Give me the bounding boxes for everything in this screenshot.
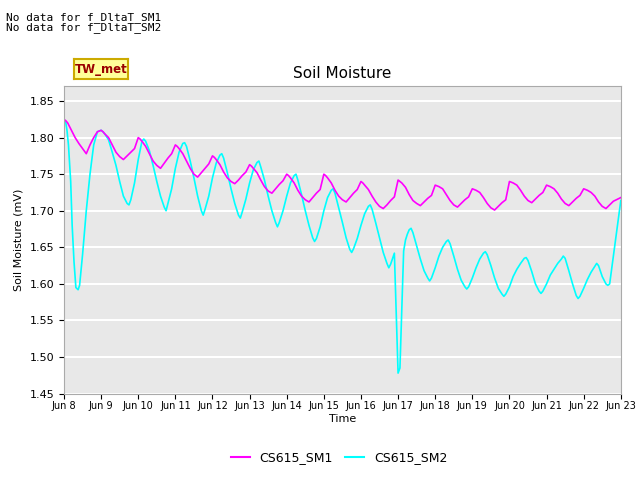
Legend: CS615_SM1, CS615_SM2: CS615_SM1, CS615_SM2 [226, 446, 452, 469]
CS615_SM1 [205, 161, 212, 167]
CS615_SM2 [310, 239, 318, 244]
CS615_SM2 [242, 196, 250, 202]
Text: No data for f_DltaT_SM1: No data for f_DltaT_SM1 [6, 12, 162, 23]
CS615_SM2 [63, 127, 71, 133]
CS615_SM1 [516, 187, 524, 193]
CS615_SM1 [60, 117, 68, 122]
CS615_SM1 [491, 207, 499, 213]
CS615_SM1 [547, 184, 554, 190]
Text: TW_met: TW_met [74, 62, 127, 76]
Title: Soil Moisture: Soil Moisture [293, 66, 392, 81]
CS615_SM1 [253, 170, 261, 176]
CS615_SM1 [588, 190, 595, 195]
CS615_SM2 [604, 282, 612, 288]
Line: CS615_SM1: CS615_SM1 [64, 120, 621, 210]
CS615_SM2 [272, 219, 280, 225]
Text: No data for f_DltaT_SM2: No data for f_DltaT_SM2 [6, 22, 162, 33]
Y-axis label: Soil Moisture (mV): Soil Moisture (mV) [14, 189, 24, 291]
CS615_SM2 [598, 274, 606, 279]
CS615_SM2 [60, 117, 68, 122]
Line: CS615_SM2: CS615_SM2 [64, 120, 621, 373]
CS615_SM2 [394, 370, 402, 376]
CS615_SM1 [617, 195, 625, 201]
CS615_SM1 [235, 177, 243, 183]
CS615_SM2 [617, 198, 625, 204]
X-axis label: Time: Time [329, 414, 356, 424]
